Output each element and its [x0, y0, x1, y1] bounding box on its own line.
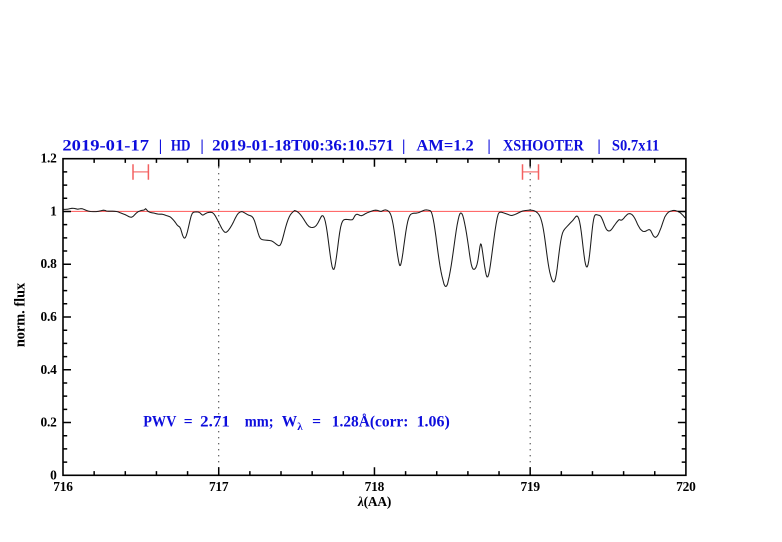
svg-text:mm;: mm;: [245, 414, 274, 431]
svg-text:|: |: [159, 137, 162, 154]
svg-text:AM=1.2: AM=1.2: [416, 137, 474, 154]
svg-text:718: 718: [365, 479, 385, 494]
svg-text:716: 716: [53, 479, 73, 494]
svg-text:2019-01-17: 2019-01-17: [62, 137, 149, 154]
svg-text:1.2: 1.2: [40, 151, 57, 166]
svg-text:PWV: PWV: [143, 414, 176, 431]
svg-text:=: =: [312, 414, 321, 431]
svg-text:0.8: 0.8: [40, 256, 57, 271]
svg-text:|: |: [200, 137, 203, 154]
svg-text:|: |: [597, 137, 600, 154]
svg-text:XSHOOTER: XSHOOTER: [503, 137, 585, 154]
svg-text:1: 1: [50, 204, 57, 219]
svg-text:norm. flux: norm. flux: [12, 282, 28, 347]
svg-text:|: |: [487, 137, 490, 154]
svg-text:719: 719: [520, 479, 540, 494]
svg-text:0.4: 0.4: [40, 362, 57, 377]
svg-text:2019-01-18T00:36:10.571: 2019-01-18T00:36:10.571: [212, 137, 394, 154]
svg-text:720: 720: [676, 479, 696, 494]
svg-text:717: 717: [209, 479, 229, 494]
svg-text:1.28Å(corr:: 1.28Å(corr:: [332, 414, 409, 431]
svg-text:0.2: 0.2: [40, 415, 57, 430]
svg-text:1.06): 1.06): [417, 414, 450, 431]
svg-text:λ(AA): λ(AA): [357, 494, 391, 509]
svg-text:2.71: 2.71: [200, 414, 230, 431]
svg-text:0: 0: [50, 467, 57, 482]
svg-text:=: =: [184, 414, 193, 431]
svg-text:0.6: 0.6: [40, 309, 57, 324]
svg-text:S0.7x11: S0.7x11: [612, 137, 659, 154]
svg-text:|: |: [402, 137, 405, 154]
svg-text:HD: HD: [171, 137, 191, 154]
